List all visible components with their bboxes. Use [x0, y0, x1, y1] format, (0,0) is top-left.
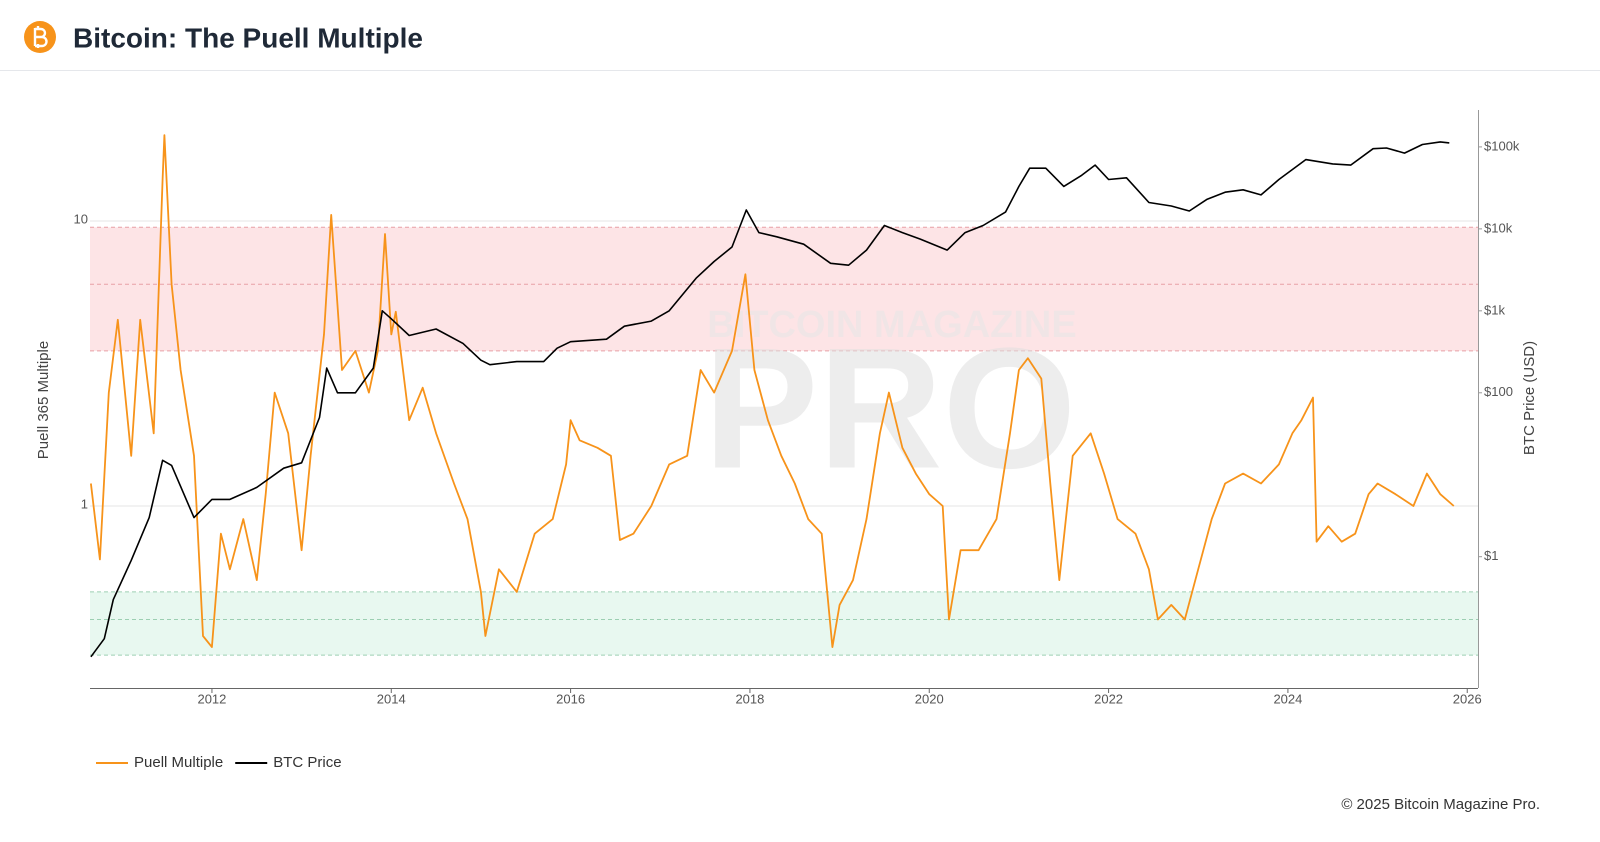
- x-tick-label: 2012: [197, 691, 226, 706]
- zone-band: [90, 591, 1478, 656]
- watermark-text: BITCOIN MAGAZINE: [707, 304, 1076, 346]
- x-tick-label: 2026: [1453, 691, 1482, 706]
- footer-credit: © 2025 Bitcoin Magazine Pro.: [1341, 796, 1540, 813]
- y2-tick-label: $1: [1484, 548, 1498, 563]
- watermark-logo-text: PRO: [704, 312, 1077, 504]
- y-axis-title: Puell 365 Multiple: [35, 341, 52, 459]
- legend-label: Puell Multiple: [134, 754, 223, 771]
- y-tick-label: 1: [81, 496, 88, 511]
- legend-label: BTC Price: [273, 754, 341, 771]
- header: [0, 0, 1600, 70]
- series-line: [90, 141, 1450, 658]
- x-tick-label: 2014: [377, 691, 406, 706]
- x-tick-label: 2018: [735, 691, 764, 706]
- y2-tick-label: $1k: [1484, 302, 1505, 317]
- x-tick-label: 2022: [1094, 691, 1123, 706]
- y2-tick-label: $10k: [1484, 220, 1513, 235]
- y-tick-label: 10: [74, 211, 88, 226]
- chart-title: Bitcoin: The Puell Multiple: [73, 22, 423, 53]
- x-tick-label: 2020: [915, 691, 944, 706]
- x-tick-label: 2024: [1273, 691, 1302, 706]
- y2-axis-title: BTC Price (USD): [1521, 341, 1538, 455]
- y2-tick-label: $100: [1484, 384, 1513, 399]
- bitcoin-icon: [24, 21, 56, 53]
- zone-band: [90, 227, 1478, 351]
- series-line: [90, 134, 1455, 648]
- y2-tick-label: $100k: [1484, 138, 1520, 153]
- x-tick-label: 2016: [556, 691, 585, 706]
